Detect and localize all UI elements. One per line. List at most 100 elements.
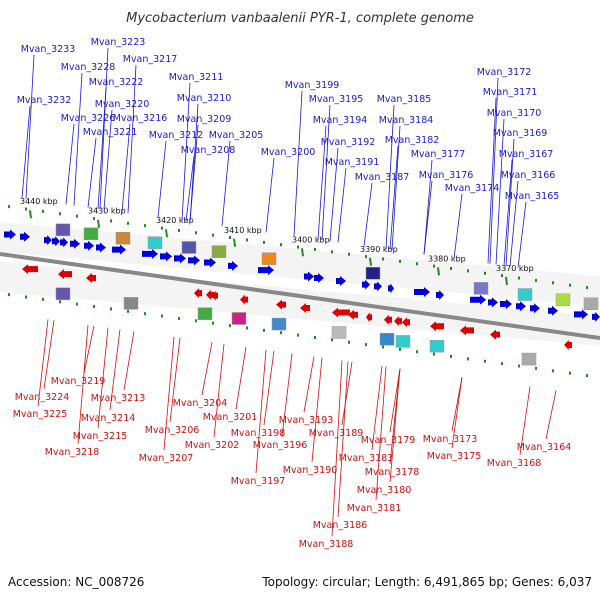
feature-block <box>197 307 213 320</box>
forward-gene-label: Mvan_3177 <box>411 149 466 160</box>
forward-gene-arrow <box>414 286 430 297</box>
minor-tick <box>25 295 27 299</box>
feature-block <box>555 293 571 307</box>
forward-gene-arrow <box>362 279 370 290</box>
forward-gene-arrow <box>70 238 80 249</box>
forward-gene-label: Mvan_3192 <box>321 137 376 148</box>
minor-tick <box>399 347 401 351</box>
tick-label: 3440 kbp <box>20 197 58 206</box>
minor-tick <box>365 343 367 347</box>
reverse-gene-label: Mvan_3180 <box>357 485 412 496</box>
minor-tick <box>348 340 350 344</box>
forward-gene-labels: Mvan_3233 Mvan_3223 Mvan_3228 Mvan_3217 Mvan… <box>17 37 560 202</box>
forward-gene-label: Mvan_3226 <box>61 113 116 124</box>
reverse-gene-arrow <box>402 317 410 328</box>
label-leader <box>97 87 107 209</box>
minor-tick <box>42 297 44 301</box>
forward-gene-arrow <box>388 283 394 294</box>
label-leader <box>487 97 497 264</box>
label-leader <box>103 109 113 210</box>
forward-gene-label: Mvan_3212 <box>149 130 204 141</box>
feature-block <box>55 287 71 301</box>
forward-gene-arrow <box>336 276 346 287</box>
minor-tick <box>229 324 231 328</box>
label-leader <box>303 356 315 413</box>
feature-block <box>429 339 445 353</box>
label-leader <box>337 361 349 518</box>
label-leader <box>329 147 339 242</box>
feature-block <box>231 312 247 325</box>
reverse-gene-label: Mvan_3196 <box>253 440 308 451</box>
minor-tick <box>467 357 469 361</box>
feature-block <box>521 352 537 366</box>
reverse-gene-label: Mvan_3197 <box>231 476 286 487</box>
label-leader <box>423 180 433 255</box>
label-leader <box>181 82 191 221</box>
label-leader <box>281 353 293 438</box>
label-leader <box>127 64 137 214</box>
tick-label: 3380 kbp <box>428 254 466 263</box>
feature-block <box>261 252 277 265</box>
forward-gene-label: Mvan_3194 <box>313 115 368 126</box>
forward-gene-label: Mvan_3176 <box>419 170 474 181</box>
minor-tick <box>195 231 197 235</box>
reverse-gene-label: Mvan_3201 <box>203 412 258 423</box>
label-leader <box>121 123 131 213</box>
forward-gene-arrow <box>488 297 498 308</box>
label-leader <box>73 72 83 206</box>
label-leader <box>255 349 267 474</box>
minor-tick <box>348 252 350 256</box>
forward-gene-arrow <box>228 260 238 271</box>
minor-tick <box>127 221 129 225</box>
reverse-gene-arrow <box>276 299 286 310</box>
tick-mark <box>301 248 304 257</box>
minor-tick <box>76 302 78 306</box>
reverse-gene-arrow <box>300 303 310 313</box>
forward-gene-label: Mvan_3220 <box>95 99 150 110</box>
minor-tick <box>450 355 452 358</box>
reverse-gene-label: Mvan_3190 <box>283 465 338 476</box>
reverse-label-leaders <box>37 319 557 537</box>
reverse-gene-label: Mvan_3164 <box>517 442 572 453</box>
minor-tick <box>212 321 214 325</box>
reverse-gene-arrow <box>366 312 372 323</box>
minor-tick <box>535 278 537 282</box>
label-leader <box>321 104 331 241</box>
feature-block <box>115 231 131 245</box>
forward-gene-label: Mvan_3209 <box>177 114 232 125</box>
backbone-line <box>0 252 600 340</box>
tick-label: 3370 kbp <box>496 264 534 273</box>
reverse-gene-label: Mvan_3183 <box>339 453 394 464</box>
label-leader <box>293 90 303 237</box>
forward-gene-arrow <box>314 272 324 283</box>
forward-gene-label: Mvan_3233 <box>21 44 76 55</box>
minor-tick <box>25 207 27 211</box>
reverse-gene-label: Mvan_3218 <box>45 447 100 458</box>
accession-text: Accession: NC_008726 <box>8 575 144 589</box>
forward-gene-label: Mvan_3205 <box>209 130 264 141</box>
minor-tick <box>110 219 112 223</box>
feature-block <box>473 282 489 295</box>
label-leader <box>509 180 519 267</box>
forward-gene-arrow <box>96 242 106 253</box>
forward-gene-arrow <box>592 311 600 322</box>
feature-block <box>395 335 411 348</box>
forward-gene-label: Mvan_3200 <box>261 147 316 158</box>
label-leader <box>189 124 199 222</box>
reverse-gene-arrow <box>206 289 214 300</box>
reverse-gene-label: Mvan_3186 <box>313 520 368 531</box>
forward-gene-label: Mvan_3171 <box>483 87 538 98</box>
label-leader <box>87 137 97 208</box>
reverse-gene-label: Mvan_3214 <box>81 413 136 424</box>
tick-mark <box>165 229 168 238</box>
label-leader <box>375 366 387 501</box>
label-leader <box>185 155 195 222</box>
forward-gene-arrow <box>52 236 60 247</box>
reverse-gene-label: Mvan_3215 <box>73 431 128 442</box>
forward-gene-arrow <box>500 299 512 309</box>
minor-tick <box>246 326 248 330</box>
reverse-gene-arrow <box>460 325 474 336</box>
minor-tick <box>297 333 299 337</box>
tick-mark <box>437 267 440 276</box>
